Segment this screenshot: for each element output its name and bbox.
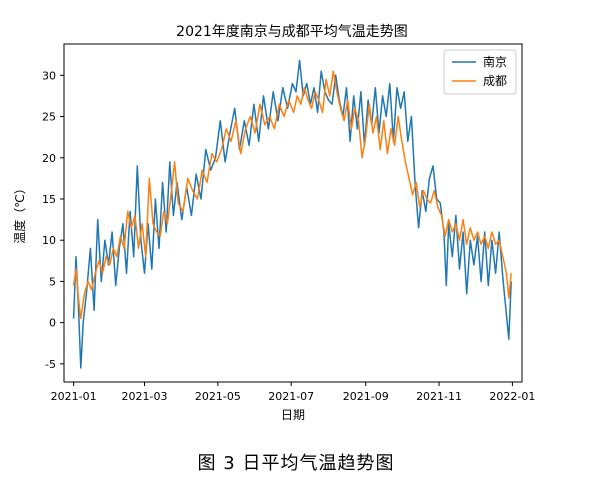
y-axis: -5 0 5 10 15 20 25 30 bbox=[42, 69, 64, 371]
legend-box bbox=[443, 49, 517, 95]
chart: 2021年度南京与成都平均气温走势图 2021-01 2021-03 2021-05… bbox=[12, 24, 535, 422]
plot-area bbox=[63, 43, 523, 383]
legend: 南京 成都 bbox=[443, 49, 517, 95]
x-tick-label: 2021-03 bbox=[122, 390, 168, 403]
y-tick-label: 5 bbox=[49, 275, 56, 288]
y-tick-label: 30 bbox=[42, 69, 56, 82]
x-tick-label: 2021-09 bbox=[343, 390, 389, 403]
legend-label-chengdu: 成都 bbox=[483, 74, 507, 88]
x-axis: 2021-01 2021-03 2021-05 2021-07 2021-09 2021-… bbox=[51, 382, 535, 403]
x-tick-label: 2022-01 bbox=[489, 390, 535, 403]
figure-caption: 图 3 日平均气温趋势图 bbox=[197, 453, 395, 474]
series-line-chengdu bbox=[72, 70, 512, 320]
chart-title: 2021年度南京与成都平均气温走势图 bbox=[176, 24, 408, 40]
legend-label-nanjing: 南京 bbox=[483, 54, 507, 69]
x-tick-label: 2021-07 bbox=[268, 390, 314, 403]
axes-frame bbox=[63, 43, 523, 383]
y-tick-label: 10 bbox=[42, 234, 56, 247]
y-tick-label: 25 bbox=[42, 111, 56, 124]
y-tick-label: 15 bbox=[42, 193, 56, 206]
x-tick-label: 2021-05 bbox=[195, 390, 241, 403]
x-tick-label: 2021-01 bbox=[51, 390, 97, 403]
y-tick-label: 20 bbox=[42, 152, 56, 165]
series-line-nanjing bbox=[72, 59, 512, 369]
y-tick-label: -5 bbox=[45, 358, 56, 371]
x-tick-label: 2021-11 bbox=[416, 390, 462, 403]
series-layer bbox=[72, 59, 512, 369]
x-axis-label: 日期 bbox=[281, 408, 305, 422]
y-axis-label: 温度（℃） bbox=[12, 182, 27, 243]
y-tick-label: 0 bbox=[49, 317, 56, 330]
